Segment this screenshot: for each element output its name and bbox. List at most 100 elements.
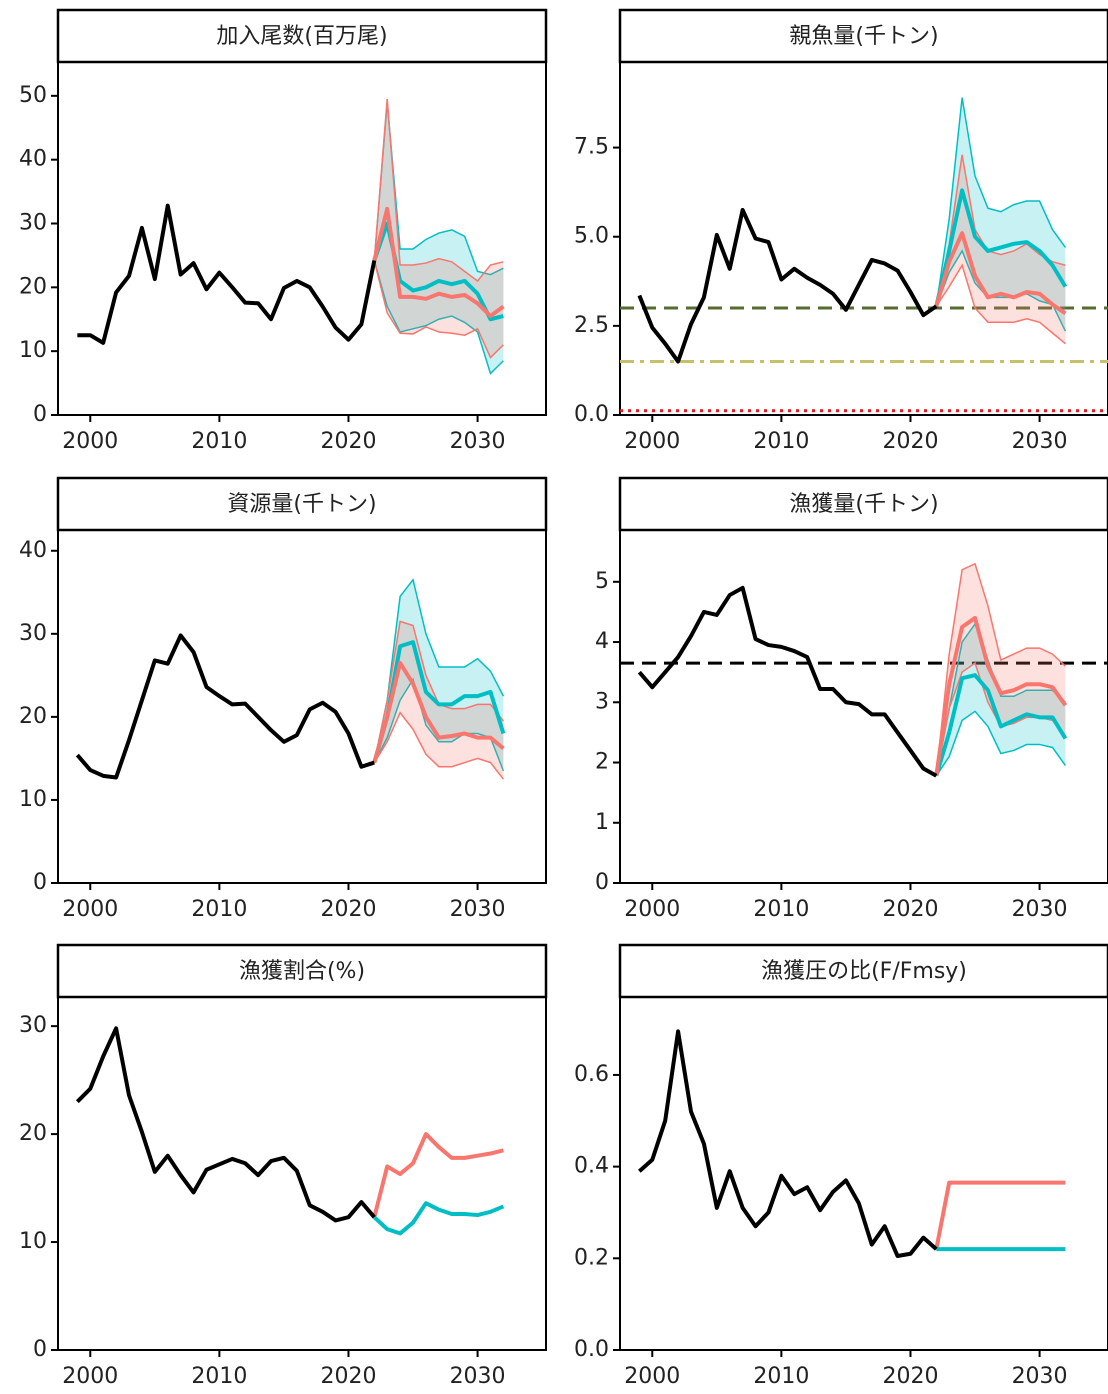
x-tick-label: 2010: [191, 429, 247, 454]
series-line: [75, 1026, 376, 1223]
y-tick-label: 0.4: [574, 1154, 609, 1179]
x-tick-label: 2010: [753, 429, 809, 454]
y-tick-label: 10: [19, 1229, 47, 1254]
series-line: [637, 585, 938, 778]
x-tick-label: 2030: [1012, 897, 1068, 922]
x-tick-label: 2020: [320, 897, 376, 922]
y-tick-label: 30: [19, 210, 47, 235]
y-tick-label: 50: [19, 83, 47, 108]
band: [936, 563, 1066, 776]
series-line: [637, 207, 938, 364]
panel-title-box: [618, 476, 1108, 532]
x-tick-label: 2030: [1012, 429, 1068, 454]
y-tick-label: 10: [19, 787, 47, 812]
band-edge: [373, 578, 505, 763]
series-line: [934, 673, 1068, 777]
band: [936, 97, 1066, 332]
y-tick-label: 5.0: [574, 224, 609, 249]
band-edge: [373, 711, 504, 780]
x-tick-label: 2030: [1012, 1364, 1068, 1389]
series-line: [372, 1132, 504, 1218]
x-tick-label: 2010: [191, 897, 247, 922]
panel-title: 漁獲圧の比(F/Fmsy): [761, 959, 967, 984]
plot-frame: [619, 996, 1108, 1351]
series-line: [372, 206, 505, 319]
y-tick-label: 7.5: [574, 135, 609, 160]
x-tick-label: 2000: [62, 897, 118, 922]
y-tick-label: 0.0: [574, 402, 609, 427]
series-line: [77, 203, 377, 345]
panel-title-box: [56, 8, 548, 64]
y-tick-label: 30: [19, 621, 47, 646]
x-tick-label: 2000: [62, 1364, 118, 1389]
y-tick-label: 5: [595, 569, 609, 594]
y-tick-label: 0: [33, 402, 47, 427]
series-line: [934, 1180, 1066, 1250]
panel-title: 加入尾数(百万尾): [216, 24, 387, 49]
x-tick-label: 2010: [753, 1364, 809, 1389]
series-line: [372, 1201, 505, 1236]
y-tick-label: 2: [595, 750, 609, 775]
y-tick-label: 40: [19, 147, 47, 172]
plot-frame: [619, 529, 1108, 884]
x-tick-label: 2020: [320, 1364, 376, 1389]
panel-title-box: [618, 8, 1108, 64]
band: [936, 623, 1066, 776]
y-tick-label: 0: [595, 870, 609, 895]
series-line: [934, 231, 1067, 316]
panel-title: 漁獲量(千トン): [789, 492, 938, 517]
plot-frame: [57, 996, 547, 1351]
series-line: [934, 615, 1068, 777]
x-tick-label: 2030: [450, 1364, 506, 1389]
band-edge: [935, 249, 1067, 332]
band-edge: [935, 622, 1066, 776]
y-tick-label: 3: [595, 689, 609, 714]
x-tick-label: 2030: [450, 429, 506, 454]
y-tick-label: 40: [19, 538, 47, 563]
panel-title: 資源量(千トン): [227, 492, 376, 517]
y-tick-label: 0.6: [574, 1062, 609, 1087]
panel-title: 親魚量(千トン): [789, 24, 938, 49]
band-edge: [935, 562, 1066, 776]
band-edge: [935, 263, 1066, 345]
x-tick-label: 2000: [624, 1364, 680, 1389]
y-tick-label: 20: [19, 1121, 47, 1146]
y-tick-label: 20: [19, 274, 47, 299]
series-line: [638, 1029, 938, 1259]
x-tick-label: 2000: [624, 429, 680, 454]
y-tick-label: 0.0: [574, 1337, 609, 1362]
series-line: [372, 640, 506, 764]
band: [936, 154, 1066, 344]
y-tick-label: 4: [595, 629, 609, 654]
x-tick-label: 2000: [62, 429, 118, 454]
band-edge: [373, 98, 504, 282]
x-tick-label: 2030: [450, 897, 506, 922]
x-tick-label: 2020: [882, 1364, 938, 1389]
y-tick-label: 20: [19, 704, 47, 729]
band-edge: [935, 710, 1067, 777]
y-tick-label: 0: [33, 1337, 47, 1362]
x-tick-label: 2020: [882, 429, 938, 454]
panel-title-box: [618, 943, 1108, 999]
panel-title-box: [56, 476, 548, 532]
band-edge: [373, 677, 505, 772]
band: [374, 102, 504, 374]
x-tick-label: 2010: [753, 897, 809, 922]
band-edge: [373, 260, 504, 359]
series-line: [372, 660, 505, 764]
y-tick-label: 0: [33, 870, 47, 895]
band: [374, 579, 504, 771]
band-edge: [935, 97, 1067, 307]
x-tick-label: 2000: [624, 897, 680, 922]
band: [374, 621, 504, 780]
x-tick-label: 2020: [320, 429, 376, 454]
y-tick-label: 30: [19, 1013, 47, 1038]
y-tick-label: 1: [595, 810, 609, 835]
series-line: [75, 633, 375, 780]
y-tick-label: 10: [19, 338, 47, 363]
plot-frame: [57, 61, 547, 416]
band: [374, 99, 504, 358]
band-edge: [373, 260, 504, 375]
